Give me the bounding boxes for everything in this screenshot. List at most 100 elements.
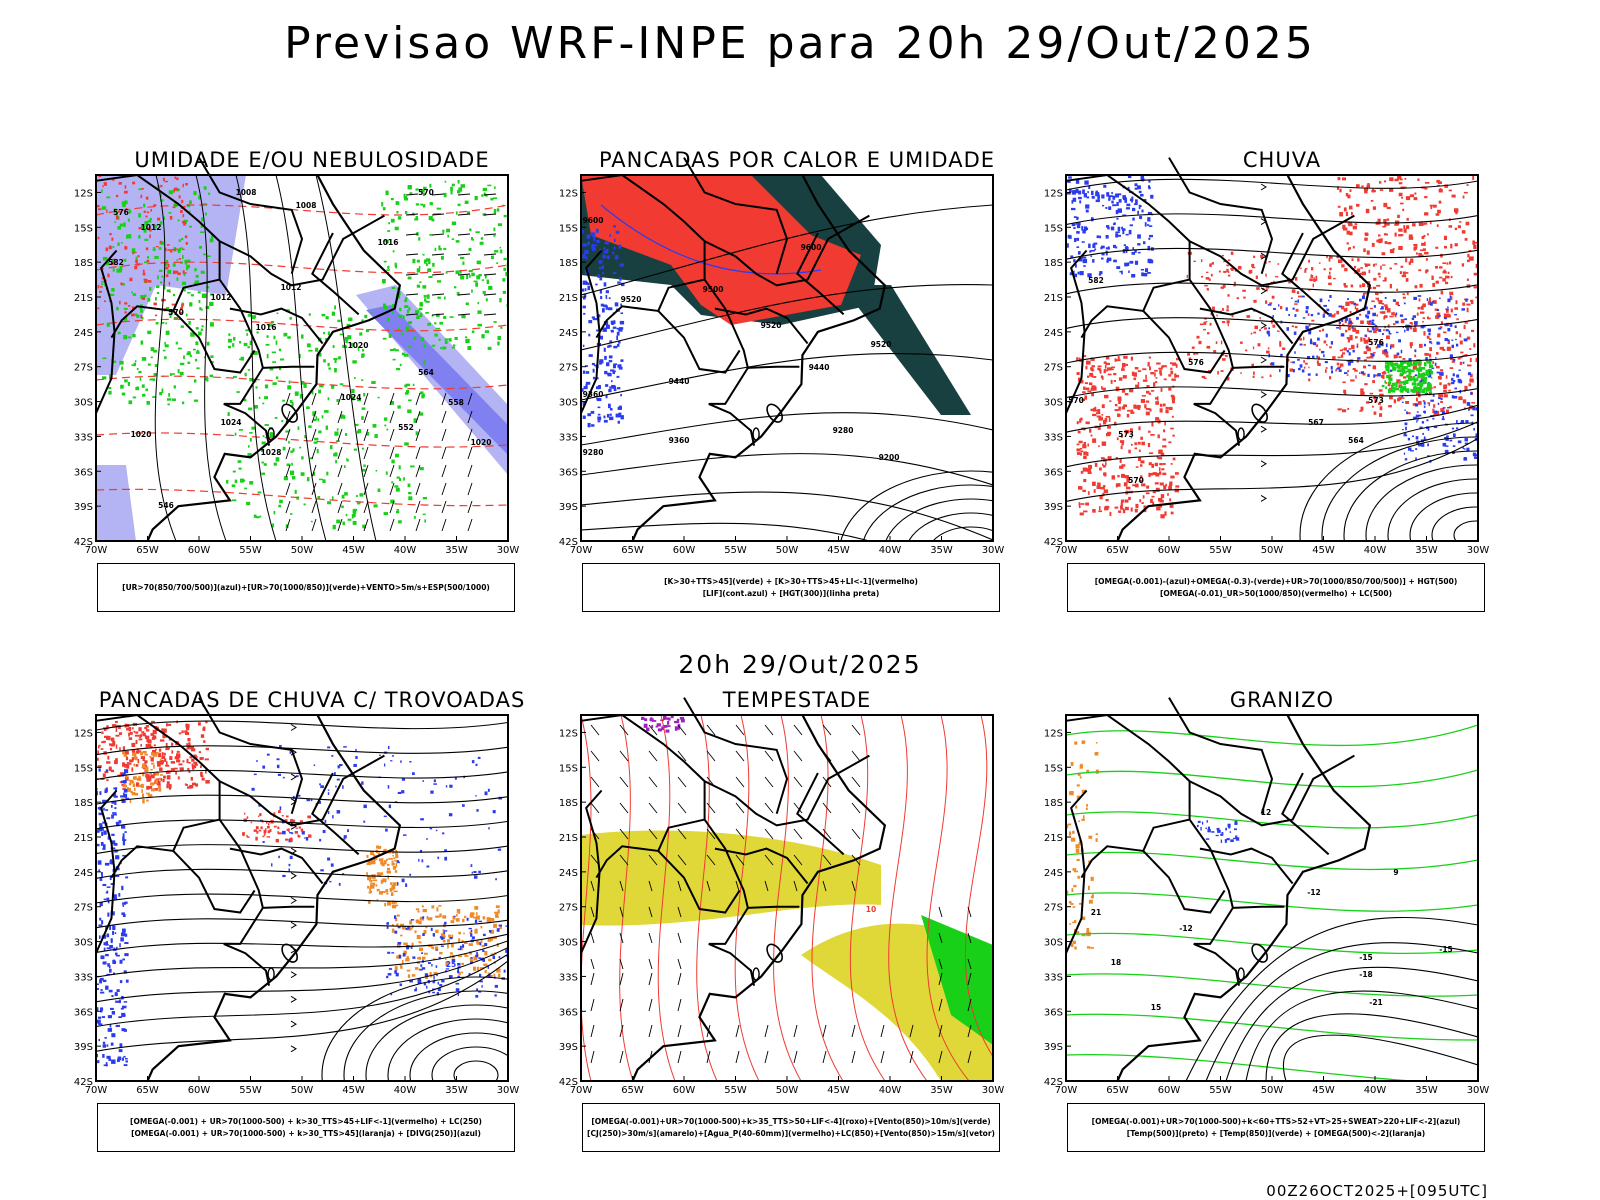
field-speckle xyxy=(1345,193,1349,197)
wind-vector xyxy=(967,998,972,1012)
field-speckle xyxy=(142,771,145,777)
field-speckle xyxy=(200,734,205,738)
field-speckle xyxy=(618,366,623,370)
field-speckle xyxy=(165,247,167,252)
field-speckle xyxy=(278,832,282,835)
field-speckle xyxy=(663,715,667,720)
wind-vector xyxy=(677,932,682,944)
field-speckle xyxy=(168,212,172,214)
field-speckle xyxy=(1438,327,1442,330)
field-speckle xyxy=(1371,321,1374,326)
lon-label: 35W xyxy=(1415,545,1438,556)
field-speckle xyxy=(1456,374,1460,378)
field-speckle xyxy=(1323,340,1327,344)
field-speckle xyxy=(1114,403,1118,407)
field-speckle xyxy=(1473,244,1477,249)
field-speckle xyxy=(1406,327,1410,331)
field-speckle xyxy=(601,265,605,270)
streamline-arrow xyxy=(1260,321,1267,329)
field-speckle xyxy=(99,979,103,984)
field-speckle xyxy=(1115,456,1119,460)
field-speckle xyxy=(125,1060,129,1063)
field-speckle xyxy=(150,774,153,778)
field-speckle xyxy=(1414,349,1417,353)
field-speckle xyxy=(620,359,624,362)
field-speckle xyxy=(1088,464,1093,470)
field-speckle xyxy=(1469,300,1472,302)
field-speckle xyxy=(1459,361,1463,365)
field-speckle xyxy=(120,283,125,286)
field-speckle xyxy=(103,807,105,811)
wind-vector xyxy=(967,972,972,986)
field-speckle xyxy=(129,798,132,804)
field-speckle xyxy=(438,245,441,250)
field-speckle xyxy=(1398,234,1403,237)
field-speckle xyxy=(1442,271,1447,274)
field-speckle xyxy=(1424,251,1429,255)
field-speckle xyxy=(101,281,106,283)
field-speckle xyxy=(259,819,263,822)
field-speckle xyxy=(324,410,329,413)
field-speckle xyxy=(166,775,171,780)
field-speckle xyxy=(195,341,199,346)
field-speckle xyxy=(1311,342,1313,345)
field-speckle xyxy=(405,927,408,930)
field-speckle xyxy=(176,753,181,757)
map-content xyxy=(1066,175,1478,541)
field-speckle xyxy=(609,386,614,389)
field-speckle xyxy=(105,953,109,957)
field-speckle xyxy=(1428,317,1431,320)
field-speckle xyxy=(1435,280,1439,284)
field-speckle xyxy=(106,1055,111,1059)
field-speckle xyxy=(1145,408,1151,411)
field-speckle xyxy=(1098,273,1102,276)
field-speckle xyxy=(581,288,585,292)
lat-label: 42S xyxy=(74,537,93,548)
thickness-contour xyxy=(96,318,508,332)
wind-vector xyxy=(851,1024,856,1038)
lagoa-mirim xyxy=(1237,427,1245,441)
field-speckle xyxy=(142,757,145,762)
border-line xyxy=(796,232,845,316)
wind-vector xyxy=(441,482,447,496)
field-speckle xyxy=(102,1054,105,1058)
field-speckle xyxy=(476,966,480,971)
field-speckle xyxy=(110,743,115,747)
field-speckle xyxy=(409,192,413,196)
field-speckle xyxy=(1073,928,1076,933)
field-speckle xyxy=(181,730,184,734)
lon-label: 70W xyxy=(570,1085,593,1096)
field-speckle xyxy=(609,407,613,411)
field-speckle xyxy=(605,290,609,294)
geography xyxy=(580,157,887,542)
field-speckle xyxy=(1236,297,1240,300)
field-speckle xyxy=(1081,818,1085,821)
field-speckle xyxy=(135,256,138,261)
field-speckle xyxy=(1078,842,1081,845)
field-speckle xyxy=(415,317,419,319)
field-speckle xyxy=(253,829,257,832)
field-speckle xyxy=(375,884,378,887)
field-speckle xyxy=(1171,399,1175,404)
wind-vector xyxy=(405,313,419,316)
lat-label: 15S xyxy=(74,223,93,234)
field-speckle xyxy=(1147,211,1152,215)
field-speckle xyxy=(1469,357,1472,363)
field-speckle xyxy=(399,363,402,367)
contour-label: 546 xyxy=(158,501,174,510)
field-speckle xyxy=(1473,427,1475,431)
field-speckle xyxy=(370,882,373,885)
field-speckle xyxy=(1087,443,1090,447)
field-speckle xyxy=(468,973,471,976)
field-speckle xyxy=(193,190,197,196)
field-speckle xyxy=(1266,331,1269,334)
field-speckle xyxy=(1423,436,1426,440)
field-speckle xyxy=(1068,176,1072,179)
field-speckle xyxy=(392,250,395,253)
field-speckle xyxy=(182,183,184,188)
field-speckle xyxy=(1328,258,1331,262)
field-speckle xyxy=(177,776,180,780)
field-speckle xyxy=(125,756,129,761)
field-speckle xyxy=(1372,312,1376,317)
field-speckle xyxy=(1105,235,1109,239)
